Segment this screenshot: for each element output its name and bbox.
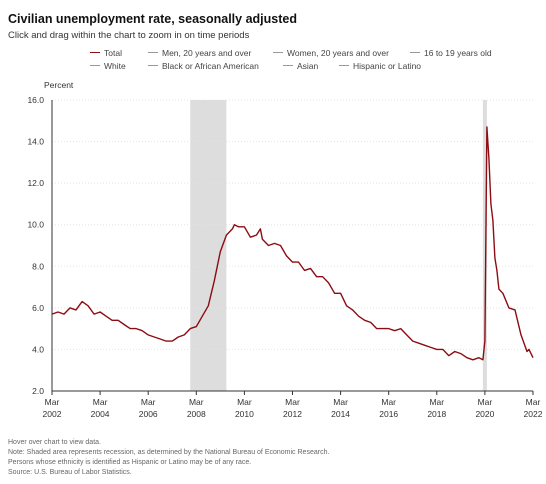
y-tick-label: 14.0	[27, 137, 44, 147]
x-tick-month: Mar	[237, 397, 252, 407]
series-line-total	[51, 126, 534, 361]
source-note: Source: U.S. Bureau of Labor Statistics.	[8, 469, 132, 476]
recession-note: Note: Shaded area represents recession, …	[8, 449, 330, 456]
x-tick-year: 2004	[91, 409, 110, 419]
x-tick-month: Mar	[478, 397, 493, 407]
y-tick-label: 4.0	[32, 344, 44, 354]
chart-subtitle: Click and drag within the chart to zoom …	[8, 30, 250, 41]
x-tick-year: 2020	[475, 409, 494, 419]
recession-band	[482, 100, 487, 391]
y-tick-label: 6.0	[32, 303, 44, 313]
x-tick-year: 2014	[331, 409, 350, 419]
chart-title: Civilian unemployment rate, seasonally a…	[8, 12, 297, 26]
x-tick-year: 2008	[187, 409, 206, 419]
legend-item-asian[interactable]: Asian	[283, 61, 318, 71]
x-tick-year: 2010	[235, 409, 254, 419]
y-tick-label: 12.0	[27, 178, 44, 188]
x-tick-year: 2002	[43, 409, 62, 419]
x-tick-year: 2006	[139, 409, 158, 419]
x-tick-year: 2022	[524, 409, 543, 419]
legend-label: Women, 20 years and over	[287, 48, 389, 58]
x-tick-month: Mar	[526, 397, 541, 407]
legend-swatch	[148, 65, 158, 67]
legend-swatch	[273, 52, 283, 54]
legend-item-black-or-african-american[interactable]: Black or African American	[148, 61, 259, 71]
legend-swatch	[148, 52, 158, 54]
x-tick-month: Mar	[333, 397, 348, 407]
legend-label: Black or African American	[162, 61, 259, 71]
legend-label: Total	[104, 48, 122, 58]
y-tick-label: 2.0	[32, 386, 44, 396]
legend-item-white[interactable]: White	[90, 61, 126, 71]
legend-item-total[interactable]: Total	[90, 48, 122, 58]
legend-label: 16 to 19 years old	[424, 48, 492, 58]
x-tick-month: Mar	[189, 397, 204, 407]
x-tick-month: Mar	[429, 397, 444, 407]
legend-swatch	[410, 52, 420, 54]
legend-item-16-to-19-years-old[interactable]: 16 to 19 years old	[410, 48, 492, 58]
x-tick-year: 2016	[379, 409, 398, 419]
x-tick-month: Mar	[141, 397, 156, 407]
recession-band	[190, 100, 227, 391]
x-tick-month: Mar	[93, 397, 108, 407]
y-tick-label: 10.0	[27, 220, 44, 230]
x-tick-month: Mar	[285, 397, 300, 407]
x-tick-month: Mar	[45, 397, 60, 407]
x-tick-month: Mar	[381, 397, 396, 407]
x-tick-year: 2018	[427, 409, 446, 419]
legend-label: Hispanic or Latino	[353, 61, 422, 71]
y-axis-label: Percent	[44, 80, 74, 90]
y-tick-label: 16.0	[27, 95, 44, 105]
hover-note: Hover over chart to view data.	[8, 439, 101, 446]
legend-item-hispanic-or-latino[interactable]: Hispanic or Latino	[339, 61, 421, 71]
legend-swatch	[339, 65, 349, 67]
legend-swatch	[90, 52, 100, 54]
legend-item-men-20-years-and-over[interactable]: Men, 20 years and over	[148, 48, 251, 58]
legend-label: Men, 20 years and over	[162, 48, 252, 58]
legend: Total Men, 20 years and over Women, 20 yea…	[0, 44, 546, 74]
x-tick-year: 2012	[283, 409, 302, 419]
legend-label: Asian	[297, 61, 319, 71]
line-chart[interactable]: 2.0 4.0 6.0 8.0 10.0 12.0 14.0 16.0 Mar 2002 Mar 20…	[0, 0, 546, 430]
y-tick-label: 8.0	[32, 261, 44, 271]
legend-swatch	[90, 65, 100, 67]
ethnicity-note: Persons whose ethnicity is identified as…	[8, 459, 252, 466]
legend-item-women-20-years-and-over[interactable]: Women, 20 years and over	[273, 48, 389, 58]
chart-notes: Hover over chart to view data. Note: Sha…	[8, 438, 329, 478]
legend-label: White	[104, 61, 126, 71]
legend-swatch	[283, 65, 293, 67]
